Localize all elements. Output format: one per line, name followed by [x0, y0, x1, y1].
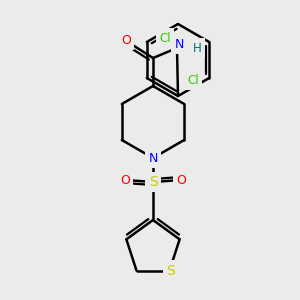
Text: O: O [176, 173, 186, 187]
Text: N: N [148, 152, 158, 164]
Text: N: N [174, 38, 184, 50]
Text: O: O [120, 173, 130, 187]
Text: H: H [193, 41, 201, 55]
Text: Cl: Cl [188, 74, 199, 86]
Text: O: O [121, 34, 131, 46]
Text: S: S [166, 264, 175, 278]
Text: S: S [148, 175, 158, 189]
Text: Cl: Cl [159, 32, 171, 44]
